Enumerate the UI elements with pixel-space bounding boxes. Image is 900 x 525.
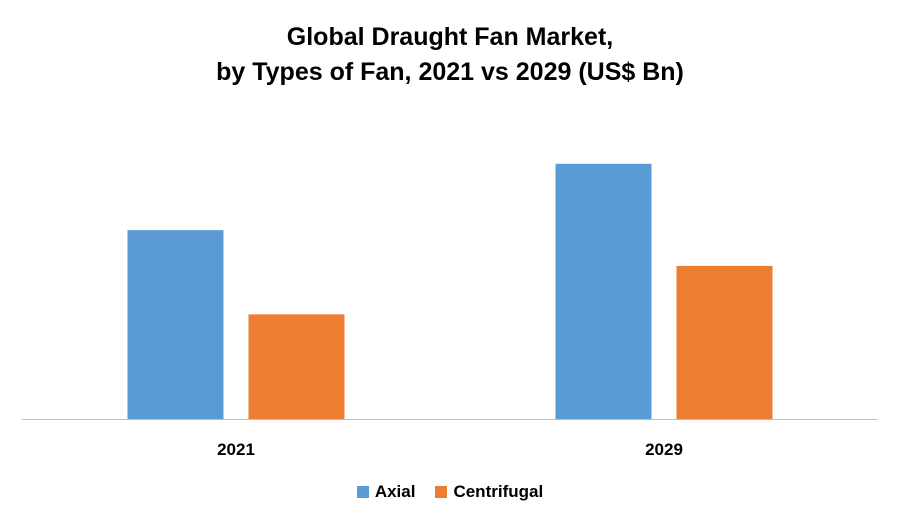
x-tick-label: 2029 <box>645 440 683 459</box>
bar-axial-2021 <box>127 230 224 419</box>
bar-centrifugal-2029 <box>676 265 773 419</box>
legend-item-axial: Axial <box>356 482 416 502</box>
legend-label: Centrifugal <box>453 482 544 501</box>
legend-swatch <box>435 486 448 498</box>
chart-legend: Axial Centrifugal <box>0 482 900 502</box>
chart-plot-area: 2021 2029 <box>22 163 878 459</box>
x-tick-label: 2021 <box>217 440 255 459</box>
legend-label: Axial <box>374 482 416 501</box>
legend-swatch <box>356 486 369 498</box>
bar-axial-2029 <box>555 163 652 419</box>
chart-title-line-2: by Types of Fan, 2021 vs 2029 (US$ Bn) <box>216 58 684 86</box>
bar-centrifugal-2021 <box>248 314 345 419</box>
legend-item-centrifugal: Centrifugal <box>435 482 543 502</box>
chart-title-line-1: Global Draught Fan Market, <box>286 23 614 51</box>
